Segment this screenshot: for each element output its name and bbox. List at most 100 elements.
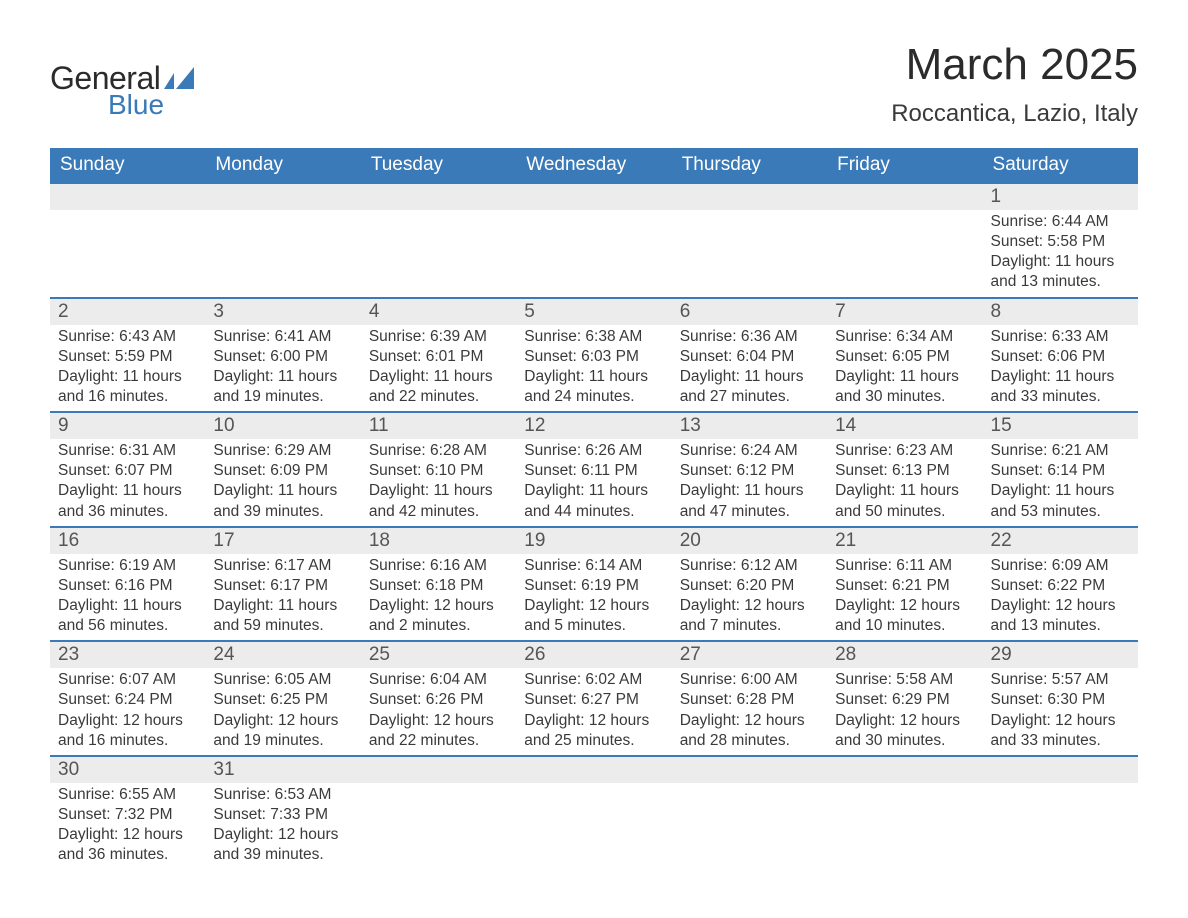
day-detail-line: Daylight: 12 hours (835, 596, 974, 616)
day-details: Sunrise: 6:07 AMSunset: 6:24 PMDaylight:… (50, 668, 205, 755)
day-details: Sunrise: 6:36 AMSunset: 6:04 PMDaylight:… (672, 325, 827, 412)
day-data-cell: Sunrise: 6:12 AMSunset: 6:20 PMDaylight:… (672, 554, 827, 642)
day-number-cell (672, 183, 827, 210)
day-detail-line: Sunrise: 6:28 AM (369, 441, 508, 461)
day-details: Sunrise: 6:39 AMSunset: 6:01 PMDaylight:… (361, 325, 516, 412)
day-detail-line: Daylight: 11 hours (213, 367, 352, 387)
day-number-cell: 9 (50, 412, 205, 439)
day-detail-line: and 19 minutes. (213, 731, 352, 751)
day-detail-line: Sunrise: 6:41 AM (213, 327, 352, 347)
day-number: 24 (205, 642, 360, 668)
day-number: 25 (361, 642, 516, 668)
day-data-cell: Sunrise: 6:33 AMSunset: 6:06 PMDaylight:… (983, 325, 1138, 413)
day-details: Sunrise: 6:21 AMSunset: 6:14 PMDaylight:… (983, 439, 1138, 526)
day-number-cell: 22 (983, 527, 1138, 554)
day-data-cell (516, 783, 671, 870)
day-detail-line: and 13 minutes. (991, 272, 1130, 292)
day-detail-line: Sunrise: 6:29 AM (213, 441, 352, 461)
day-data-cell: Sunrise: 6:34 AMSunset: 6:05 PMDaylight:… (827, 325, 982, 413)
day-detail-line: and 42 minutes. (369, 502, 508, 522)
day-detail-line: and 47 minutes. (680, 502, 819, 522)
day-detail-line: Sunset: 5:58 PM (991, 232, 1130, 252)
day-header: Friday (827, 148, 982, 183)
day-detail-line: Daylight: 12 hours (213, 711, 352, 731)
day-data-cell: Sunrise: 6:44 AMSunset: 5:58 PMDaylight:… (983, 210, 1138, 298)
day-data-cell: Sunrise: 6:17 AMSunset: 6:17 PMDaylight:… (205, 554, 360, 642)
day-number-cell: 14 (827, 412, 982, 439)
day-number-cell: 28 (827, 641, 982, 668)
day-detail-line: Sunrise: 6:05 AM (213, 670, 352, 690)
day-number: 26 (516, 642, 671, 668)
day-details: Sunrise: 6:05 AMSunset: 6:25 PMDaylight:… (205, 668, 360, 755)
day-detail-line: Daylight: 12 hours (524, 711, 663, 731)
day-data-cell: Sunrise: 6:39 AMSunset: 6:01 PMDaylight:… (361, 325, 516, 413)
day-detail-line: Sunset: 6:06 PM (991, 347, 1130, 367)
day-number-cell: 27 (672, 641, 827, 668)
day-details: Sunrise: 6:02 AMSunset: 6:27 PMDaylight:… (516, 668, 671, 755)
day-detail-line: and 22 minutes. (369, 731, 508, 751)
day-detail-line: and 28 minutes. (680, 731, 819, 751)
day-detail-line: Sunrise: 6:31 AM (58, 441, 197, 461)
calendar-table: Sunday Monday Tuesday Wednesday Thursday… (50, 148, 1138, 869)
day-number-cell (827, 756, 982, 783)
day-detail-line: Daylight: 12 hours (991, 711, 1130, 731)
day-detail-line: Daylight: 12 hours (369, 596, 508, 616)
week-daynum-row: 16171819202122 (50, 527, 1138, 554)
day-number-cell (205, 183, 360, 210)
day-detail-line: Sunrise: 6:34 AM (835, 327, 974, 347)
day-number-cell (672, 756, 827, 783)
day-data-cell: Sunrise: 6:43 AMSunset: 5:59 PMDaylight:… (50, 325, 205, 413)
day-detail-line: Sunrise: 6:11 AM (835, 556, 974, 576)
day-detail-line: and 13 minutes. (991, 616, 1130, 636)
day-details: Sunrise: 6:38 AMSunset: 6:03 PMDaylight:… (516, 325, 671, 412)
day-detail-line: Sunrise: 6:09 AM (991, 556, 1130, 576)
day-detail-line: and 5 minutes. (524, 616, 663, 636)
day-header: Thursday (672, 148, 827, 183)
day-data-cell: Sunrise: 6:16 AMSunset: 6:18 PMDaylight:… (361, 554, 516, 642)
day-number-cell: 25 (361, 641, 516, 668)
day-number-cell: 29 (983, 641, 1138, 668)
day-details: Sunrise: 6:04 AMSunset: 6:26 PMDaylight:… (361, 668, 516, 755)
day-data-cell (983, 783, 1138, 870)
day-detail-line: Daylight: 12 hours (991, 596, 1130, 616)
day-detail-line: Sunset: 6:05 PM (835, 347, 974, 367)
day-detail-line: and 16 minutes. (58, 731, 197, 751)
day-data-cell: Sunrise: 6:26 AMSunset: 6:11 PMDaylight:… (516, 439, 671, 527)
day-header: Monday (205, 148, 360, 183)
day-data-cell: Sunrise: 6:14 AMSunset: 6:19 PMDaylight:… (516, 554, 671, 642)
day-detail-line: Sunset: 6:28 PM (680, 690, 819, 710)
day-detail-line: and 10 minutes. (835, 616, 974, 636)
day-detail-line: Sunrise: 6:04 AM (369, 670, 508, 690)
day-detail-line: Daylight: 11 hours (680, 481, 819, 501)
day-detail-line: Sunset: 5:59 PM (58, 347, 197, 367)
day-details: Sunrise: 6:41 AMSunset: 6:00 PMDaylight:… (205, 325, 360, 412)
day-details: Sunrise: 6:24 AMSunset: 6:12 PMDaylight:… (672, 439, 827, 526)
day-data-cell: Sunrise: 6:21 AMSunset: 6:14 PMDaylight:… (983, 439, 1138, 527)
day-details: Sunrise: 6:09 AMSunset: 6:22 PMDaylight:… (983, 554, 1138, 641)
day-details: Sunrise: 6:53 AMSunset: 7:33 PMDaylight:… (205, 783, 360, 870)
day-details: Sunrise: 6:34 AMSunset: 6:05 PMDaylight:… (827, 325, 982, 412)
day-data-cell: Sunrise: 6:19 AMSunset: 6:16 PMDaylight:… (50, 554, 205, 642)
day-data-cell: Sunrise: 6:24 AMSunset: 6:12 PMDaylight:… (672, 439, 827, 527)
day-detail-line: and 59 minutes. (213, 616, 352, 636)
day-data-cell: Sunrise: 6:00 AMSunset: 6:28 PMDaylight:… (672, 668, 827, 756)
day-detail-line: Sunset: 6:04 PM (680, 347, 819, 367)
day-number-cell: 13 (672, 412, 827, 439)
day-detail-line: Sunset: 6:30 PM (991, 690, 1130, 710)
day-number-cell: 31 (205, 756, 360, 783)
day-details: Sunrise: 5:58 AMSunset: 6:29 PMDaylight:… (827, 668, 982, 755)
day-data-cell (205, 210, 360, 298)
day-number: 7 (827, 299, 982, 325)
day-number: 30 (50, 757, 205, 783)
day-detail-line: Daylight: 11 hours (680, 367, 819, 387)
day-number: 27 (672, 642, 827, 668)
day-number: 2 (50, 299, 205, 325)
day-detail-line: and 56 minutes. (58, 616, 197, 636)
day-detail-line: Sunrise: 6:39 AM (369, 327, 508, 347)
day-detail-line: Daylight: 11 hours (835, 367, 974, 387)
day-detail-line: and 36 minutes. (58, 845, 197, 865)
day-detail-line: Sunset: 6:29 PM (835, 690, 974, 710)
week-data-row: Sunrise: 6:31 AMSunset: 6:07 PMDaylight:… (50, 439, 1138, 527)
day-number-cell (361, 183, 516, 210)
day-number-cell: 10 (205, 412, 360, 439)
